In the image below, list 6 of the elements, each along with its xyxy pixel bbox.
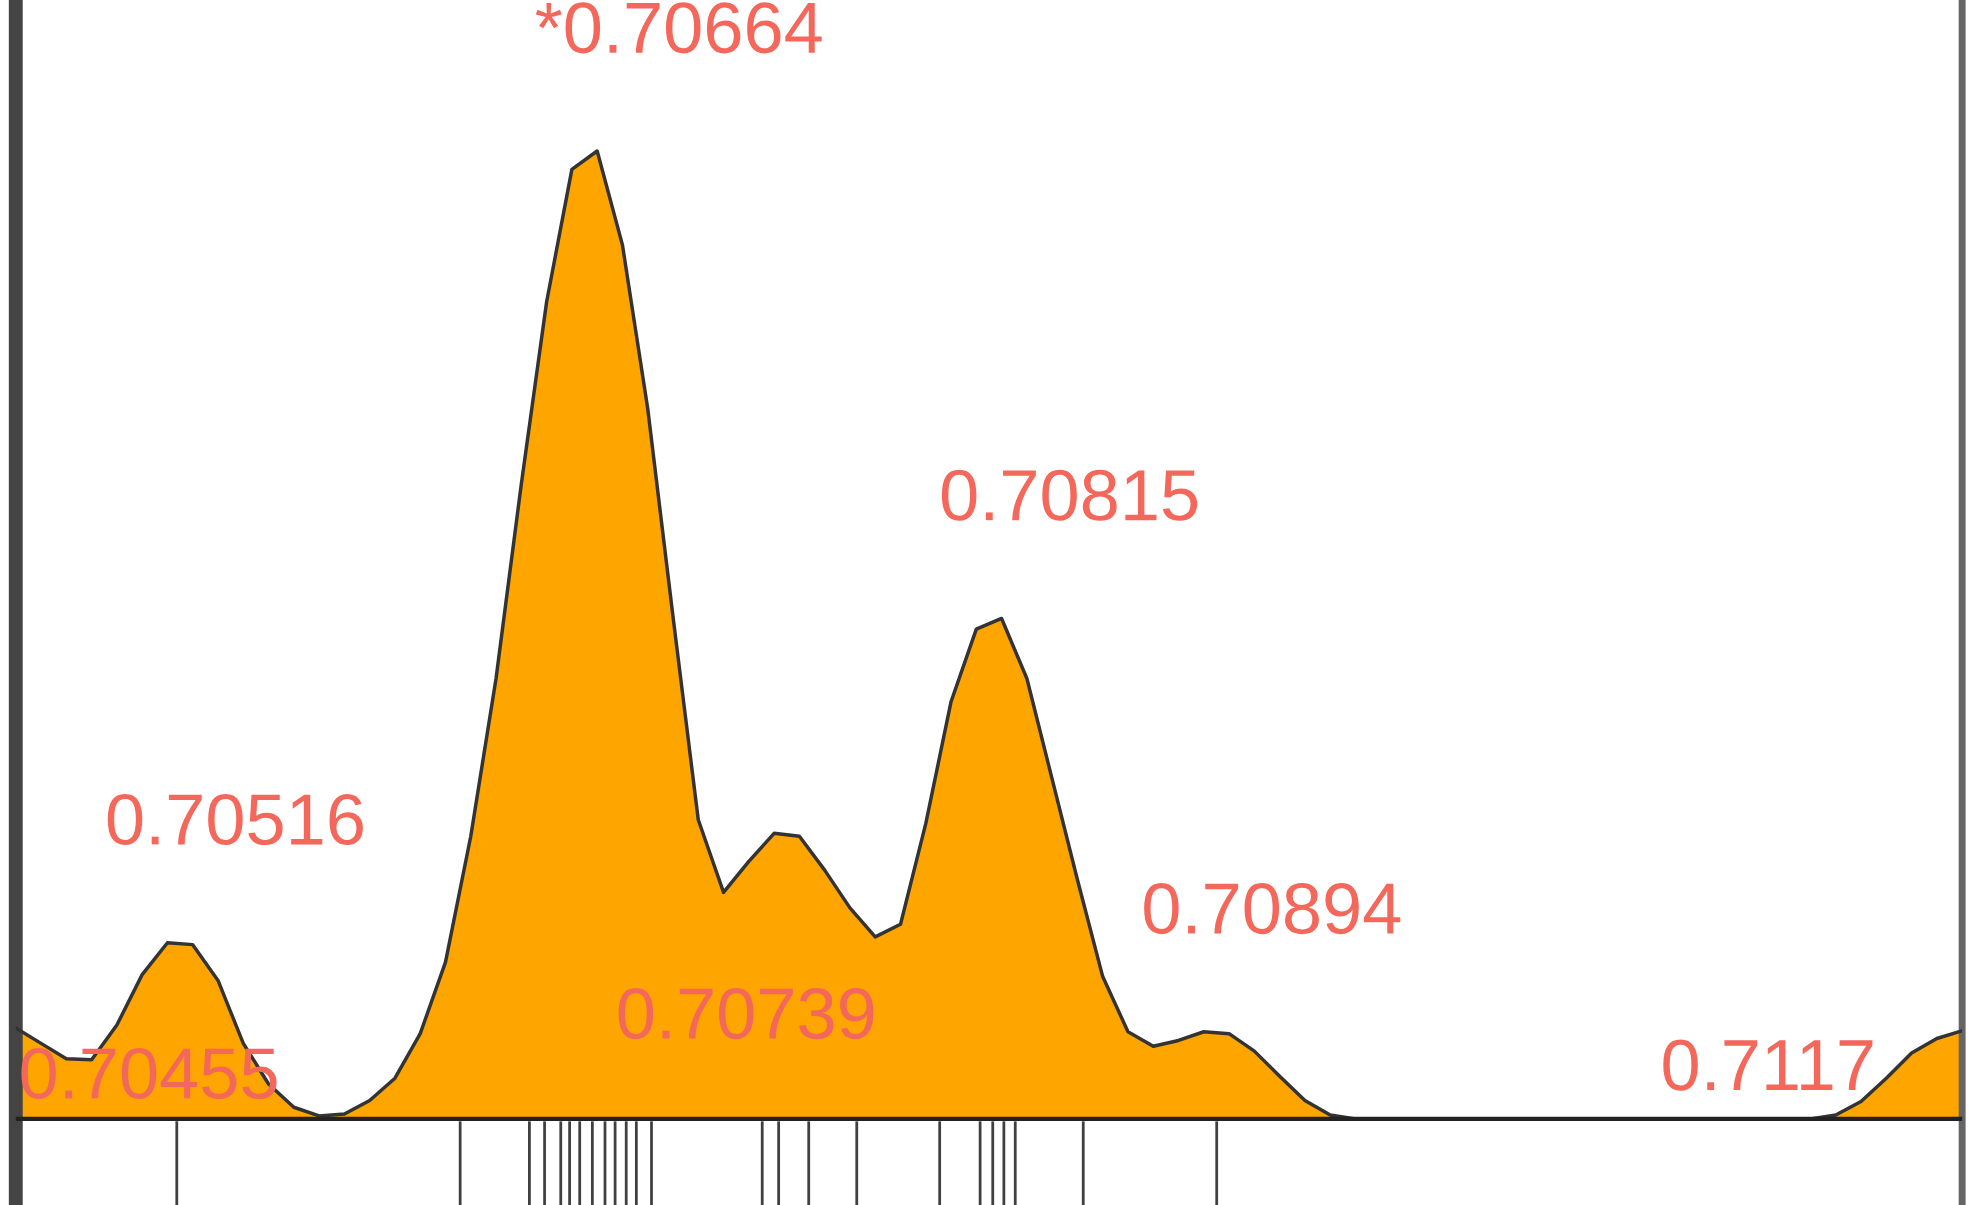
text: *0.70664: [535, 2, 822, 54]
annotation: 0.70516: [107, 793, 363, 846]
annotation: 0.7117: [1663, 1039, 1873, 1091]
annotation: 0.70739: [618, 988, 874, 1040]
annotation: 0.70894: [1144, 883, 1401, 935]
annotation: 0.70815: [941, 469, 1198, 521]
